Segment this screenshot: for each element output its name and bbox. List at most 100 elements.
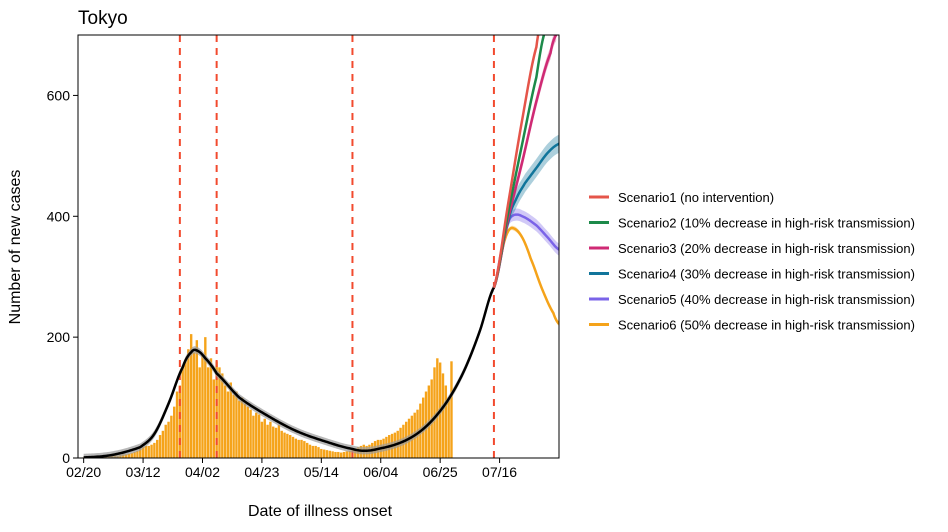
case-bar [325, 450, 329, 458]
case-bar [226, 391, 230, 458]
case-bar [286, 433, 289, 458]
y-tick-label: 0 [62, 450, 70, 466]
legend-label-scenario5: Scenario5 (40% decrease in high-risk tra… [618, 292, 915, 307]
case-bar [184, 361, 187, 458]
case-bar [289, 435, 292, 458]
case-bar [272, 426, 275, 458]
case-bar [139, 448, 142, 458]
case-bar [305, 442, 309, 458]
x-tick-label: 06/04 [363, 464, 398, 480]
plot-area: 0 200 400 600 02/20 03/12 04/02 04/23 05/14 06/04… [47, 34, 560, 480]
case-bar [249, 409, 252, 458]
case-bar [158, 435, 162, 458]
case-bar [277, 424, 281, 458]
case-bar [187, 349, 190, 458]
case-bar [266, 424, 269, 458]
case-bar [136, 450, 139, 458]
case-bar [339, 452, 343, 458]
x-tick-label: 03/12 [126, 464, 161, 480]
case-bar [314, 445, 317, 458]
case-bar [238, 400, 241, 458]
scenario1-line [492, 35, 540, 288]
case-bar [337, 451, 340, 458]
case-bar [317, 447, 320, 458]
case-bar [122, 454, 125, 458]
case-bar [294, 438, 298, 458]
fitted-line [83, 286, 496, 458]
case-bar [218, 367, 221, 458]
case-bar [433, 367, 436, 458]
case-bar [444, 385, 448, 458]
legend-label-scenario1: Scenario1 (no intervention) [618, 190, 774, 205]
y-tick-label: 600 [47, 87, 71, 103]
case-bar [252, 415, 255, 458]
case-bar [175, 391, 179, 458]
case-bar [229, 382, 232, 458]
case-bar [291, 436, 295, 458]
x-axis-title: Date of illness onset [248, 503, 393, 520]
case-bar [297, 439, 300, 458]
legend-label-scenario4: Scenario4 (30% decrease in high-risk tra… [618, 267, 915, 282]
case-bar [189, 334, 193, 458]
case-bar [133, 451, 136, 458]
y-tick-label: 200 [47, 329, 71, 345]
case-bar [283, 432, 286, 458]
case-bar [308, 444, 312, 458]
x-tick-label: 04/23 [244, 464, 279, 480]
case-bar [153, 442, 156, 458]
x-tick-label: 02/20 [66, 464, 101, 480]
chart-title: Tokyo [78, 8, 128, 29]
case-bar [195, 340, 199, 458]
case-bar [201, 355, 204, 458]
legend: Scenario1 (no intervention) Scenario2 (10… [589, 190, 915, 333]
case-bar [150, 444, 153, 458]
case-bar [274, 427, 278, 458]
case-bar [436, 358, 439, 458]
case-bar [173, 406, 176, 458]
case-bar [161, 430, 165, 458]
case-bar [348, 450, 351, 458]
case-bar [204, 337, 207, 458]
plot-clip-group [82, 35, 559, 458]
case-bar [212, 379, 216, 458]
case-bar [141, 447, 145, 458]
legend-label-scenario2: Scenario2 (10% decrease in high-risk tra… [618, 216, 915, 231]
case-bar [198, 367, 201, 458]
case-bar [178, 385, 182, 458]
scenario4-band [493, 134, 559, 289]
case-bar [322, 449, 326, 458]
case-bar [257, 414, 261, 458]
case-bar [320, 448, 323, 458]
x-tick-label: 06/25 [423, 464, 458, 480]
plot-frame [77, 34, 560, 459]
case-bar [206, 367, 210, 458]
legend-label-scenario3: Scenario3 (20% decrease in high-risk tra… [618, 241, 915, 256]
case-bar [124, 454, 128, 458]
case-bar [167, 421, 170, 458]
case-bar [269, 421, 272, 458]
case-bar [447, 400, 450, 458]
case-bar [311, 445, 315, 458]
case-bar [334, 451, 337, 458]
case-bar [232, 394, 235, 458]
case-bar [345, 451, 348, 458]
case-bar [246, 406, 249, 458]
case-bar [127, 453, 131, 458]
case-bar [223, 385, 227, 458]
case-bar [300, 439, 303, 458]
case-bar [441, 373, 445, 458]
case-bar [243, 403, 247, 458]
case-bar [164, 424, 167, 458]
x-tick-label: 04/02 [185, 464, 220, 480]
case-bar [147, 445, 150, 458]
case-bar [209, 358, 213, 458]
case-bar [130, 453, 133, 458]
case-bar [192, 352, 196, 458]
x-tick-label: 05/14 [304, 464, 339, 480]
case-bar [342, 451, 346, 458]
case-bar [303, 441, 306, 458]
case-bar [235, 391, 238, 458]
x-tick-label: 07/16 [482, 464, 517, 480]
